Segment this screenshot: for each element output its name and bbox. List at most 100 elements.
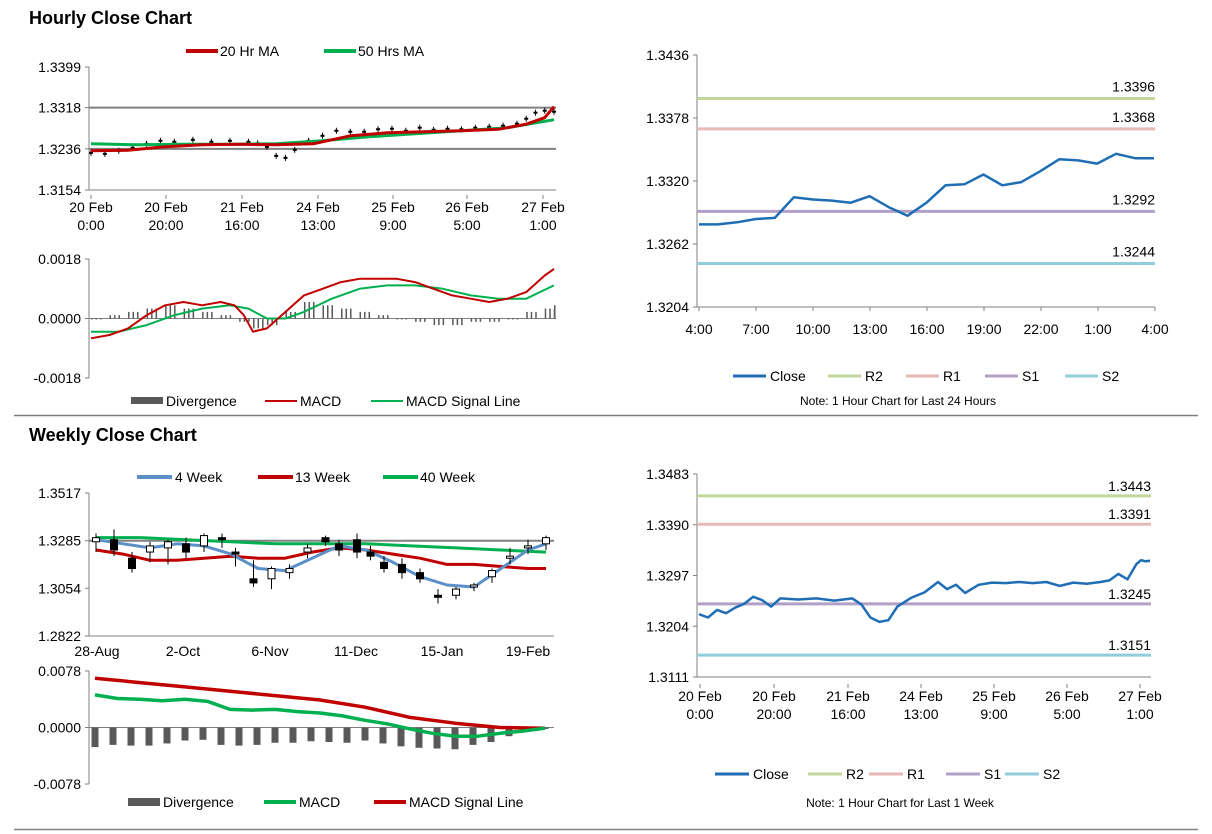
series-line-20hr-ma <box>90 105 556 153</box>
divergence-bar <box>165 305 167 319</box>
x-tick-label: 4:00 <box>685 321 712 337</box>
candle-body <box>488 570 496 578</box>
x-tick-label-date: 25 Feb <box>972 688 1016 704</box>
hourly-section-title: Hourly Close Chart <box>29 8 192 28</box>
divergence-bar <box>202 311 204 319</box>
divergence-bar <box>239 318 241 322</box>
divergence-bar <box>341 308 343 319</box>
candle-body <box>320 134 325 137</box>
x-tick-label: 19:00 <box>966 321 1001 337</box>
divergence-bar <box>350 308 352 319</box>
divergence-bar <box>95 318 97 320</box>
candle-body <box>246 140 251 143</box>
candle-body <box>190 138 195 141</box>
x-tick-label-date: 20 Feb <box>144 199 188 215</box>
candle-body <box>348 130 353 133</box>
divergence-bar <box>253 318 255 329</box>
y-tick-label: 1.2822 <box>38 628 81 644</box>
hourly-price-panel: 20 Hr MA 50 Hrs MA 1.3399 1.3318 1.3236 1.3… <box>38 43 565 233</box>
candle-body <box>362 130 367 133</box>
candle-body <box>334 129 339 132</box>
x-tick-label-date: 20 Feb <box>69 199 113 215</box>
candle-body <box>130 146 135 149</box>
y-tick-label: 0.0078 <box>38 663 81 679</box>
y-tick-label: 1.3154 <box>38 182 81 198</box>
weekly-price-panel: 4 Week 13 Week 40 Week 1.3517 1.3285 1.305… <box>38 469 554 659</box>
divergence-bar <box>397 727 405 747</box>
candle-body <box>380 561 388 570</box>
legend-label-s2: S2 <box>1043 766 1060 782</box>
x-tick-label: 22:00 <box>1023 321 1058 337</box>
candle-body <box>249 578 258 584</box>
candle-body <box>92 537 100 543</box>
divergence-bar <box>275 318 278 326</box>
x-tick-label: 16:00 <box>909 321 944 337</box>
candle-body <box>524 545 532 549</box>
y-tick-label: 1.3262 <box>646 236 689 252</box>
y-tick-label: 1.3297 <box>646 568 689 584</box>
divergence-bar <box>146 308 149 319</box>
series-line-close <box>699 152 1154 226</box>
divergence-bar <box>128 311 130 319</box>
divergence-bar <box>343 727 351 743</box>
legend-label-4week: 4 Week <box>175 469 223 485</box>
divergence-bar <box>470 318 473 322</box>
x-tick-label-time: 9:00 <box>379 217 406 233</box>
divergence-bar <box>419 318 422 322</box>
candle-body <box>524 117 529 120</box>
legend-label-macd-signal: MACD Signal Line <box>406 393 521 409</box>
divergence-bar <box>415 318 417 322</box>
y-tick-label: 1.3054 <box>38 580 81 596</box>
x-tick-label: 19-Feb <box>506 643 551 659</box>
candle-body <box>533 111 538 114</box>
candle-body <box>445 127 450 130</box>
divergence-bar <box>442 318 445 326</box>
divergence-bar <box>211 311 213 319</box>
divergence-bar <box>493 318 496 322</box>
y-tick-label: 1.3483 <box>646 466 689 482</box>
divergence-bar <box>285 311 287 319</box>
divergence-bar <box>220 315 223 319</box>
y-tick-label: 1.3204 <box>646 299 689 315</box>
x-tick-label-time: 13:00 <box>903 706 938 722</box>
divergence-bar <box>169 305 172 319</box>
hourly-macd-panel: 0.0018 0.0000 -0.0018 Divergence MACD MACD… <box>34 251 556 409</box>
divergence-bar <box>489 318 491 322</box>
candle-body <box>417 126 422 129</box>
candle-body <box>227 139 232 142</box>
y-tick-label: 0.0000 <box>38 720 81 736</box>
x-tick-label: 4:00 <box>1141 321 1168 337</box>
divergence-bar <box>331 305 333 319</box>
y-tick-label: 1.3378 <box>646 110 689 126</box>
divergence-bar <box>544 308 547 319</box>
divergence-bar <box>382 315 385 319</box>
divergence-bar <box>361 727 369 741</box>
divergence-bar <box>132 311 135 319</box>
candle-body <box>172 140 177 143</box>
legend-label-50hrs-ma: 50 Hrs MA <box>358 43 425 59</box>
divergence-bar <box>163 727 171 744</box>
x-tick-label-time: 0:00 <box>77 217 104 233</box>
divergence-bar <box>322 305 324 319</box>
divergence-bar <box>229 315 232 319</box>
x-tick-label-date: 24 Feb <box>296 199 340 215</box>
legend-label-r2: R2 <box>846 766 864 782</box>
divergence-bar <box>387 315 389 319</box>
level-label-r1: 1.3391 <box>1108 506 1151 522</box>
candle-body <box>303 547 312 553</box>
candle-body <box>102 152 107 155</box>
candle-body <box>431 128 436 131</box>
weekly-section-title: Weekly Close Chart <box>29 425 197 445</box>
candle-body <box>321 537 330 543</box>
y-tick-label: 0.0000 <box>38 311 81 327</box>
divergence-bar <box>554 305 556 319</box>
legend-label-s1: S1 <box>984 766 1001 782</box>
legend-label-r1: R1 <box>943 368 961 384</box>
candle-body <box>292 148 297 151</box>
y-tick-label: 1.3320 <box>646 173 689 189</box>
x-tick-label-time: 5:00 <box>453 217 480 233</box>
x-tick-label-time: 1:00 <box>529 217 556 233</box>
divergence-bar <box>378 315 380 319</box>
x-tick-label: 7:00 <box>742 321 769 337</box>
x-tick-label-time: 16:00 <box>224 217 259 233</box>
